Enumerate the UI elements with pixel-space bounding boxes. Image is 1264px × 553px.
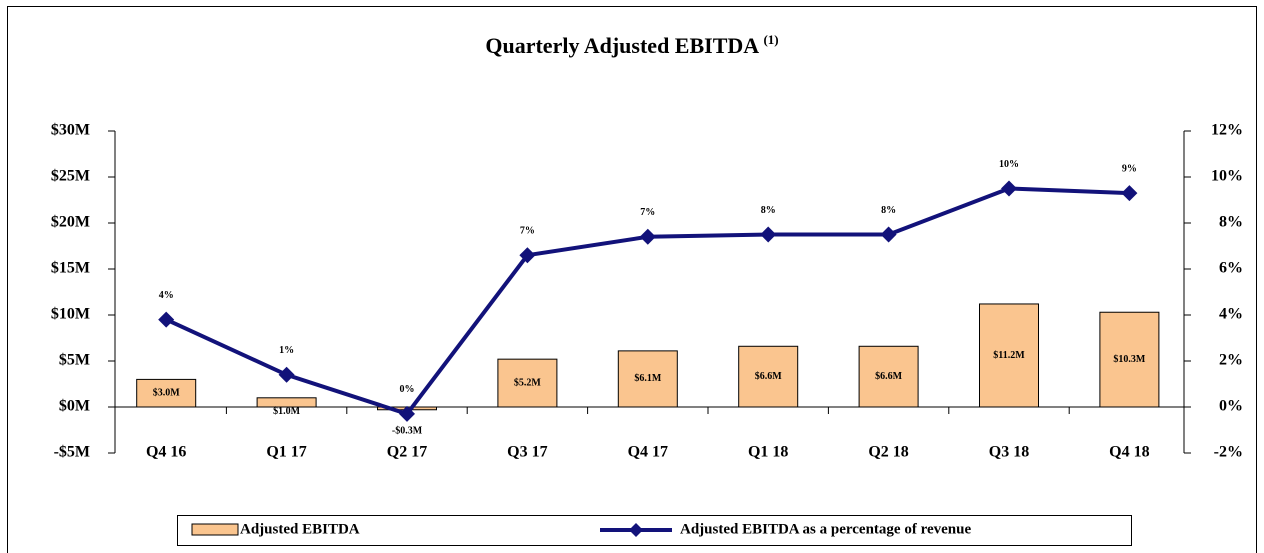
y2-tick-label: 12% xyxy=(1211,122,1243,139)
y2-tick-label: 6% xyxy=(1219,260,1243,277)
x-tick-label: Q3 17 xyxy=(507,444,547,461)
legend-label: Adjusted EBITDA as a percentage of reven… xyxy=(680,521,971,537)
bar-label: $6.6M xyxy=(875,371,903,382)
y-tick-label: $20M xyxy=(51,214,90,231)
y-tick-label: $0M xyxy=(59,398,90,415)
bar-label: $6.1M xyxy=(634,373,662,384)
line-label: 4% xyxy=(159,290,174,301)
chart-title: Quarterly Adjusted EBITDA (1) xyxy=(485,32,778,58)
line-marker xyxy=(278,366,295,383)
bar-label: $10.3M xyxy=(1113,354,1146,365)
bar xyxy=(256,397,317,408)
title-note: (1) xyxy=(763,32,778,47)
bar xyxy=(858,345,919,408)
x-tick-label: Q4 18 xyxy=(1109,444,1149,461)
chart-frame xyxy=(7,6,1257,553)
line-marker xyxy=(158,311,175,328)
y-tick-label: -$5M xyxy=(54,444,90,461)
line-marker xyxy=(760,226,777,243)
legend-label: Adjusted EBITDA xyxy=(240,521,360,537)
y-tick-label: $5M xyxy=(59,352,90,369)
line-marker xyxy=(880,226,897,243)
x-tick-label: Q1 18 xyxy=(748,444,788,461)
bar-label: $11.2M xyxy=(993,350,1025,361)
line-label: 7% xyxy=(520,225,535,236)
bar-label: $3.0M xyxy=(153,388,181,399)
bar-label: -$0.3M xyxy=(392,425,423,436)
line-label: 9% xyxy=(1122,163,1137,174)
line-label: 7% xyxy=(640,207,655,218)
line-label: 0% xyxy=(400,384,415,395)
title-text: Quarterly Adjusted EBITDA xyxy=(485,33,759,58)
line-label: 10% xyxy=(999,159,1019,170)
y-tick-label: $30M xyxy=(51,122,90,139)
line-marker xyxy=(639,228,656,245)
bar xyxy=(1099,311,1160,408)
bar-label: $1.0M xyxy=(273,406,301,417)
y2-tick-label: -2% xyxy=(1214,444,1243,461)
y2-tick-label: 2% xyxy=(1219,352,1243,369)
line-marker xyxy=(399,405,415,422)
bar-label: $6.6M xyxy=(755,371,783,382)
legend-swatch xyxy=(191,523,239,536)
bar xyxy=(738,345,799,408)
x-tick-label: Q3 18 xyxy=(989,444,1029,461)
line-label: 8% xyxy=(881,205,896,216)
y2-tick-label: 4% xyxy=(1219,306,1243,323)
x-tick-label: Q1 17 xyxy=(266,444,306,461)
bar xyxy=(497,358,558,408)
x-tick-label: Q2 18 xyxy=(868,444,908,461)
y-tick-label: $25M xyxy=(51,168,90,185)
line-marker xyxy=(1121,185,1138,202)
y-tick-label: $15M xyxy=(51,260,90,277)
y2-tick-label: 0% xyxy=(1219,398,1243,415)
bar-label: $5.2M xyxy=(514,377,542,388)
line-marker xyxy=(519,247,536,264)
bar xyxy=(617,350,678,408)
line-label: 1% xyxy=(279,345,294,356)
x-tick-label: Q4 16 xyxy=(146,444,186,461)
y2-tick-label: 10% xyxy=(1211,168,1243,185)
x-tick-label: Q4 17 xyxy=(628,444,668,461)
y-tick-label: $10M xyxy=(51,306,90,323)
bar xyxy=(979,303,1039,408)
line-label: 8% xyxy=(761,205,776,216)
legend-marker xyxy=(629,523,643,537)
bar xyxy=(136,378,197,408)
line-marker xyxy=(1001,180,1017,197)
x-tick-label: Q2 17 xyxy=(387,444,427,461)
y2-tick-label: 8% xyxy=(1219,214,1243,231)
